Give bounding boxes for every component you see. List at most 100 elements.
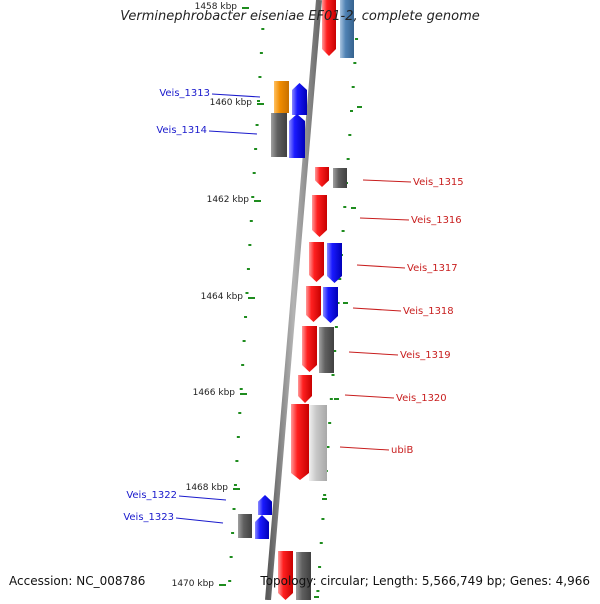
scale-tick: 1464 kbp xyxy=(201,292,255,302)
inner-ruler-dot xyxy=(248,244,252,246)
label-leader-lines xyxy=(175,93,412,524)
outer-ruler-dot xyxy=(343,206,347,208)
inner-ruler-dot xyxy=(238,412,242,414)
outer-ruler-dot xyxy=(348,134,352,136)
inner-ruler-dot xyxy=(249,220,253,222)
outer-ruler-dot xyxy=(350,110,353,112)
gene-feature[interactable] xyxy=(291,404,309,480)
label-leader-line xyxy=(356,264,406,269)
outer-ruler-dot xyxy=(329,398,333,400)
gene-feature[interactable] xyxy=(333,168,347,188)
gene-feature[interactable] xyxy=(271,113,287,157)
label-leader-line xyxy=(211,93,261,98)
outer-ruler-dot xyxy=(323,494,327,496)
gene-label[interactable]: Veis_1316 xyxy=(411,215,462,226)
inner-ruler-dot xyxy=(251,196,255,198)
gene-label[interactable]: Veis_1317 xyxy=(407,263,458,274)
gene-feature[interactable] xyxy=(340,0,354,58)
gene-feature[interactable] xyxy=(292,83,307,115)
scale-tick-label: 1462 kbp xyxy=(207,195,250,205)
gene-feature[interactable] xyxy=(309,242,324,282)
outer-ruler-dot xyxy=(336,302,340,304)
gene-feature[interactable] xyxy=(274,81,289,113)
inner-ruler-dot xyxy=(229,556,233,558)
inner-ruler-dot xyxy=(228,580,232,582)
gene-feature[interactable] xyxy=(255,515,269,539)
gene-feature[interactable] xyxy=(312,195,327,237)
scale-tick-label: 1458 kbp xyxy=(195,2,238,12)
gene-labels: Veis_1313 Veis_1314 Veis_1322 Veis_1323 Veis… xyxy=(123,88,463,523)
gene-label[interactable]: Veis_1313 xyxy=(159,88,210,99)
gene-feature[interactable] xyxy=(322,0,336,56)
scale-tick: 1466 kbp xyxy=(193,388,247,398)
outer-ruler-tick xyxy=(314,596,319,598)
gene-label[interactable]: ubiB xyxy=(391,445,413,456)
outer-ruler-tick xyxy=(322,498,327,500)
inner-ruler-dot xyxy=(255,124,259,126)
scale-tick-label: 1470 kbp xyxy=(172,579,215,589)
gene-label[interactable]: Veis_1320 xyxy=(396,393,447,404)
gene-label[interactable]: Veis_1315 xyxy=(413,177,464,188)
gene-feature[interactable] xyxy=(278,551,293,600)
scale-tick: 1468 kbp xyxy=(186,483,240,493)
inner-ruler-dot xyxy=(254,148,258,150)
outer-ruler-dot xyxy=(333,350,337,352)
outer-ruler-tick xyxy=(343,302,348,304)
scale-ticks: 1458 kbp 1460 kbp 1462 kbp 1464 kbp 1466 kbp… xyxy=(172,2,265,589)
inner-ruler-dot xyxy=(259,52,263,54)
label-leader-line xyxy=(339,446,390,451)
label-leader-line xyxy=(344,394,395,399)
gene-feature[interactable] xyxy=(296,552,311,600)
gene-feature[interactable] xyxy=(309,405,327,481)
outer-ruler-dot xyxy=(321,518,325,520)
accession-text: Accession: NC_008786 xyxy=(9,574,146,588)
outer-ruler-dot xyxy=(338,278,342,280)
inner-ruler-dot xyxy=(235,460,239,462)
label-leader-line xyxy=(178,495,227,501)
scale-tick: 1460 kbp xyxy=(210,98,264,108)
scale-tick: 1462 kbp xyxy=(207,195,261,205)
gene-feature[interactable] xyxy=(315,167,329,187)
gene-label[interactable]: Veis_1318 xyxy=(403,306,454,317)
outer-ruler-dot xyxy=(318,566,322,568)
gene-feature[interactable] xyxy=(319,327,334,373)
inner-ruler-dot xyxy=(257,100,260,102)
outer-ruler-dot xyxy=(319,542,323,544)
inner-ruler-dot xyxy=(241,364,245,366)
label-leader-line xyxy=(208,130,258,135)
gene-feature[interactable] xyxy=(302,326,317,372)
gene-label[interactable]: Veis_1314 xyxy=(156,125,207,136)
inner-ruler-dot xyxy=(246,268,250,270)
inner-ruler-dot xyxy=(233,484,237,486)
inner-ruler-dot xyxy=(242,340,246,342)
gene-label[interactable]: Veis_1319 xyxy=(400,350,451,361)
gene-feature[interactable] xyxy=(238,514,252,538)
outer-ruler-tick xyxy=(351,207,356,209)
label-leader-line xyxy=(362,179,412,183)
inner-ruler-dot xyxy=(261,28,265,30)
outer-ruler-dot xyxy=(326,446,330,448)
scale-tick: 1458 kbp xyxy=(195,2,249,12)
genome-summary-text: Topology: circular; Length: 5,566,749 bp… xyxy=(260,574,590,588)
gene-label[interactable]: Veis_1323 xyxy=(123,512,174,523)
outer-ruler-tick xyxy=(334,398,339,400)
inner-ruler-dot xyxy=(252,172,256,174)
gene-feature[interactable] xyxy=(298,375,312,403)
outer-ruler-dot xyxy=(341,230,345,232)
gene-feature[interactable] xyxy=(306,286,321,322)
outer-ruler-dots xyxy=(314,38,362,598)
gene-features xyxy=(238,0,354,600)
gene-feature[interactable] xyxy=(327,243,342,283)
outer-ruler-dot xyxy=(328,422,332,424)
outer-ruler-dot xyxy=(334,326,338,328)
inner-ruler-dot xyxy=(239,388,243,390)
gene-label[interactable]: Veis_1322 xyxy=(126,490,177,501)
inner-ruler-dot xyxy=(258,76,262,78)
gene-feature[interactable] xyxy=(289,114,305,158)
gene-feature[interactable] xyxy=(258,495,272,515)
inner-ruler-dot xyxy=(232,508,236,510)
gene-feature[interactable] xyxy=(323,287,338,323)
label-leader-line xyxy=(175,517,224,524)
